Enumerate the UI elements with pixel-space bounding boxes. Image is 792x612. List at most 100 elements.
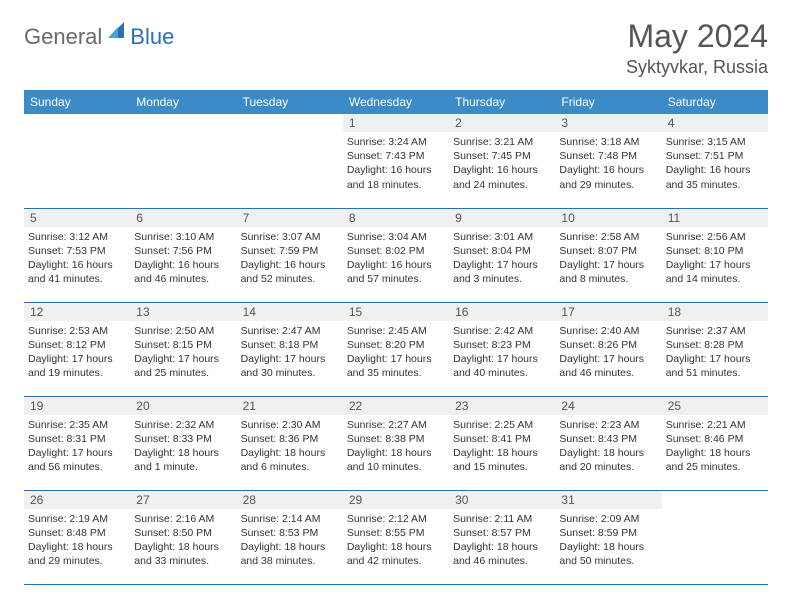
daylight-line: Daylight: 18 hours and 29 minutes. [28,540,126,568]
daylight-line: Daylight: 17 hours and 35 minutes. [347,352,445,380]
sunset-line: Sunset: 7:53 PM [28,244,126,258]
day-number: 27 [130,491,236,509]
day-number: 15 [343,303,449,321]
logo-sail-icon [106,20,128,47]
sunrise-line: Sunrise: 2:21 AM [666,418,764,432]
calendar-cell: 11Sunrise: 2:56 AMSunset: 8:10 PMDayligh… [662,208,768,302]
daylight-line: Daylight: 18 hours and 46 minutes. [453,540,551,568]
day-number: 4 [662,114,768,132]
daylight-line: Daylight: 16 hours and 35 minutes. [666,163,764,191]
day-number: 17 [555,303,661,321]
sunrise-line: Sunrise: 2:19 AM [28,512,126,526]
sunrise-line: Sunrise: 2:47 AM [241,324,339,338]
sunrise-line: Sunrise: 3:21 AM [453,135,551,149]
sunrise-line: Sunrise: 3:18 AM [559,135,657,149]
day-number: 14 [237,303,343,321]
sunrise-line: Sunrise: 2:23 AM [559,418,657,432]
day-header: Saturday [662,90,768,114]
day-number: 8 [343,209,449,227]
sunrise-line: Sunrise: 2:12 AM [347,512,445,526]
day-number: 3 [555,114,661,132]
calendar-cell: 13Sunrise: 2:50 AMSunset: 8:15 PMDayligh… [130,302,236,396]
day-header: Wednesday [343,90,449,114]
daylight-line: Daylight: 17 hours and 8 minutes. [559,258,657,286]
calendar-cell: 15 Sunrise: 2:45 AMSunset: 8:20 PMDayligh… [343,302,449,396]
sunrise-line: Sunrise: 3:12 AM [28,230,126,244]
calendar-cell: 10Sunrise: 2:58 AMSunset: 8:07 PMDayligh… [555,208,661,302]
daylight-line: Daylight: 18 hours and 6 minutes. [241,446,339,474]
calendar-table: SundayMondayTuesdayWednesdayThursdayFrid… [24,90,768,585]
day-number: 23 [449,397,555,415]
sunset-line: Sunset: 8:26 PM [559,338,657,352]
sunset-line: Sunset: 8:48 PM [28,526,126,540]
day-header-row: SundayMondayTuesdayWednesdayThursdayFrid… [24,90,768,114]
sunrise-line: Sunrise: 2:14 AM [241,512,339,526]
calendar-cell: 3Sunrise: 3:18 AMSunset: 7:48 PMDaylight… [555,114,661,208]
calendar-cell: 9Sunrise: 3:01 AMSunset: 8:04 PMDaylight… [449,208,555,302]
day-number: 12 [24,303,130,321]
calendar-cell: 24Sunrise: 2:23 AMSunset: 8:43 PMDayligh… [555,396,661,490]
daylight-line: Daylight: 16 hours and 18 minutes. [347,163,445,191]
day-number: 31 [555,491,661,509]
calendar-cell: 6Sunrise: 3:10 AMSunset: 7:56 PMDaylight… [130,208,236,302]
calendar-cell: 21Sunrise: 2:30 AMSunset: 8:36 PMDayligh… [237,396,343,490]
sunrise-line: Sunrise: 2:30 AM [241,418,339,432]
day-header: Friday [555,90,661,114]
day-number: 5 [24,209,130,227]
day-number: 18 [662,303,768,321]
daylight-line: Daylight: 17 hours and 14 minutes. [666,258,764,286]
sunrise-line: Sunrise: 3:04 AM [347,230,445,244]
sunset-line: Sunset: 8:20 PM [347,338,445,352]
day-number: 1 [343,114,449,132]
calendar-cell: 31 Sunrise: 2:09 AMSunset: 8:59 PMDayligh… [555,490,661,584]
sunrise-line: Sunrise: 2:45 AM [347,324,445,338]
sunset-line: Sunset: 8:07 PM [559,244,657,258]
sunset-line: Sunset: 8:55 PM [347,526,445,540]
day-number: 19 [24,397,130,415]
day-header: Sunday [24,90,130,114]
calendar-cell [662,490,768,584]
sunrise-line: Sunrise: 2:37 AM [666,324,764,338]
calendar-cell: 22Sunrise: 2:27 AMSunset: 8:38 PMDayligh… [343,396,449,490]
sunset-line: Sunset: 8:41 PM [453,432,551,446]
daylight-line: Daylight: 17 hours and 25 minutes. [134,352,232,380]
sunset-line: Sunset: 8:59 PM [559,526,657,540]
calendar-week: 19Sunrise: 2:35 AMSunset: 8:31 PMDayligh… [24,396,768,490]
calendar-cell: 30Sunrise: 2:11 AMSunset: 8:57 PMDayligh… [449,490,555,584]
sunset-line: Sunset: 8:38 PM [347,432,445,446]
day-number: 24 [555,397,661,415]
calendar-cell: 20Sunrise: 2:32 AMSunset: 8:33 PMDayligh… [130,396,236,490]
sunrise-line: Sunrise: 2:50 AM [134,324,232,338]
daylight-line: Daylight: 17 hours and 56 minutes. [28,446,126,474]
sunset-line: Sunset: 8:33 PM [134,432,232,446]
daylight-line: Daylight: 18 hours and 20 minutes. [559,446,657,474]
sunrise-line: Sunrise: 2:09 AM [559,512,657,526]
sunset-line: Sunset: 7:59 PM [241,244,339,258]
calendar-body: 1Sunrise: 3:24 AMSunset: 7:43 PMDaylight… [24,114,768,584]
sunset-line: Sunset: 7:43 PM [347,149,445,163]
daylight-line: Daylight: 18 hours and 15 minutes. [453,446,551,474]
day-number: 6 [130,209,236,227]
sunrise-line: Sunrise: 2:16 AM [134,512,232,526]
daylight-line: Daylight: 18 hours and 50 minutes. [559,540,657,568]
calendar-cell [130,114,236,208]
calendar-cell: 23Sunrise: 2:25 AMSunset: 8:41 PMDayligh… [449,396,555,490]
calendar-cell: 29Sunrise: 2:12 AMSunset: 8:55 PMDayligh… [343,490,449,584]
day-number: 11 [662,209,768,227]
day-number: 10 [555,209,661,227]
calendar-week: 5 Sunrise: 3:12 AMSunset: 7:53 PM Daylight… [24,208,768,302]
calendar-cell: 26Sunrise: 2:19 AMSunset: 8:48 PMDayligh… [24,490,130,584]
location: Syktyvkar, Russia [626,57,768,78]
sunset-line: Sunset: 8:04 PM [453,244,551,258]
sunset-line: Sunset: 8:18 PM [241,338,339,352]
sunrise-line: Sunrise: 2:35 AM [28,418,126,432]
calendar-cell: 18Sunrise: 2:37 AMSunset: 8:28 PMDayligh… [662,302,768,396]
daylight-line: Daylight: 16 hours and 46 minutes. [134,258,232,286]
calendar-cell: 2Sunrise: 3:21 AMSunset: 7:45 PMDaylight… [449,114,555,208]
sunset-line: Sunset: 8:15 PM [134,338,232,352]
calendar-cell: 12Sunrise: 2:53 AMSunset: 8:12 PMDayligh… [24,302,130,396]
sunset-line: Sunset: 7:48 PM [559,149,657,163]
sunset-line: Sunset: 8:46 PM [666,432,764,446]
sunrise-line: Sunrise: 2:32 AM [134,418,232,432]
calendar-week: 26Sunrise: 2:19 AMSunset: 8:48 PMDayligh… [24,490,768,584]
